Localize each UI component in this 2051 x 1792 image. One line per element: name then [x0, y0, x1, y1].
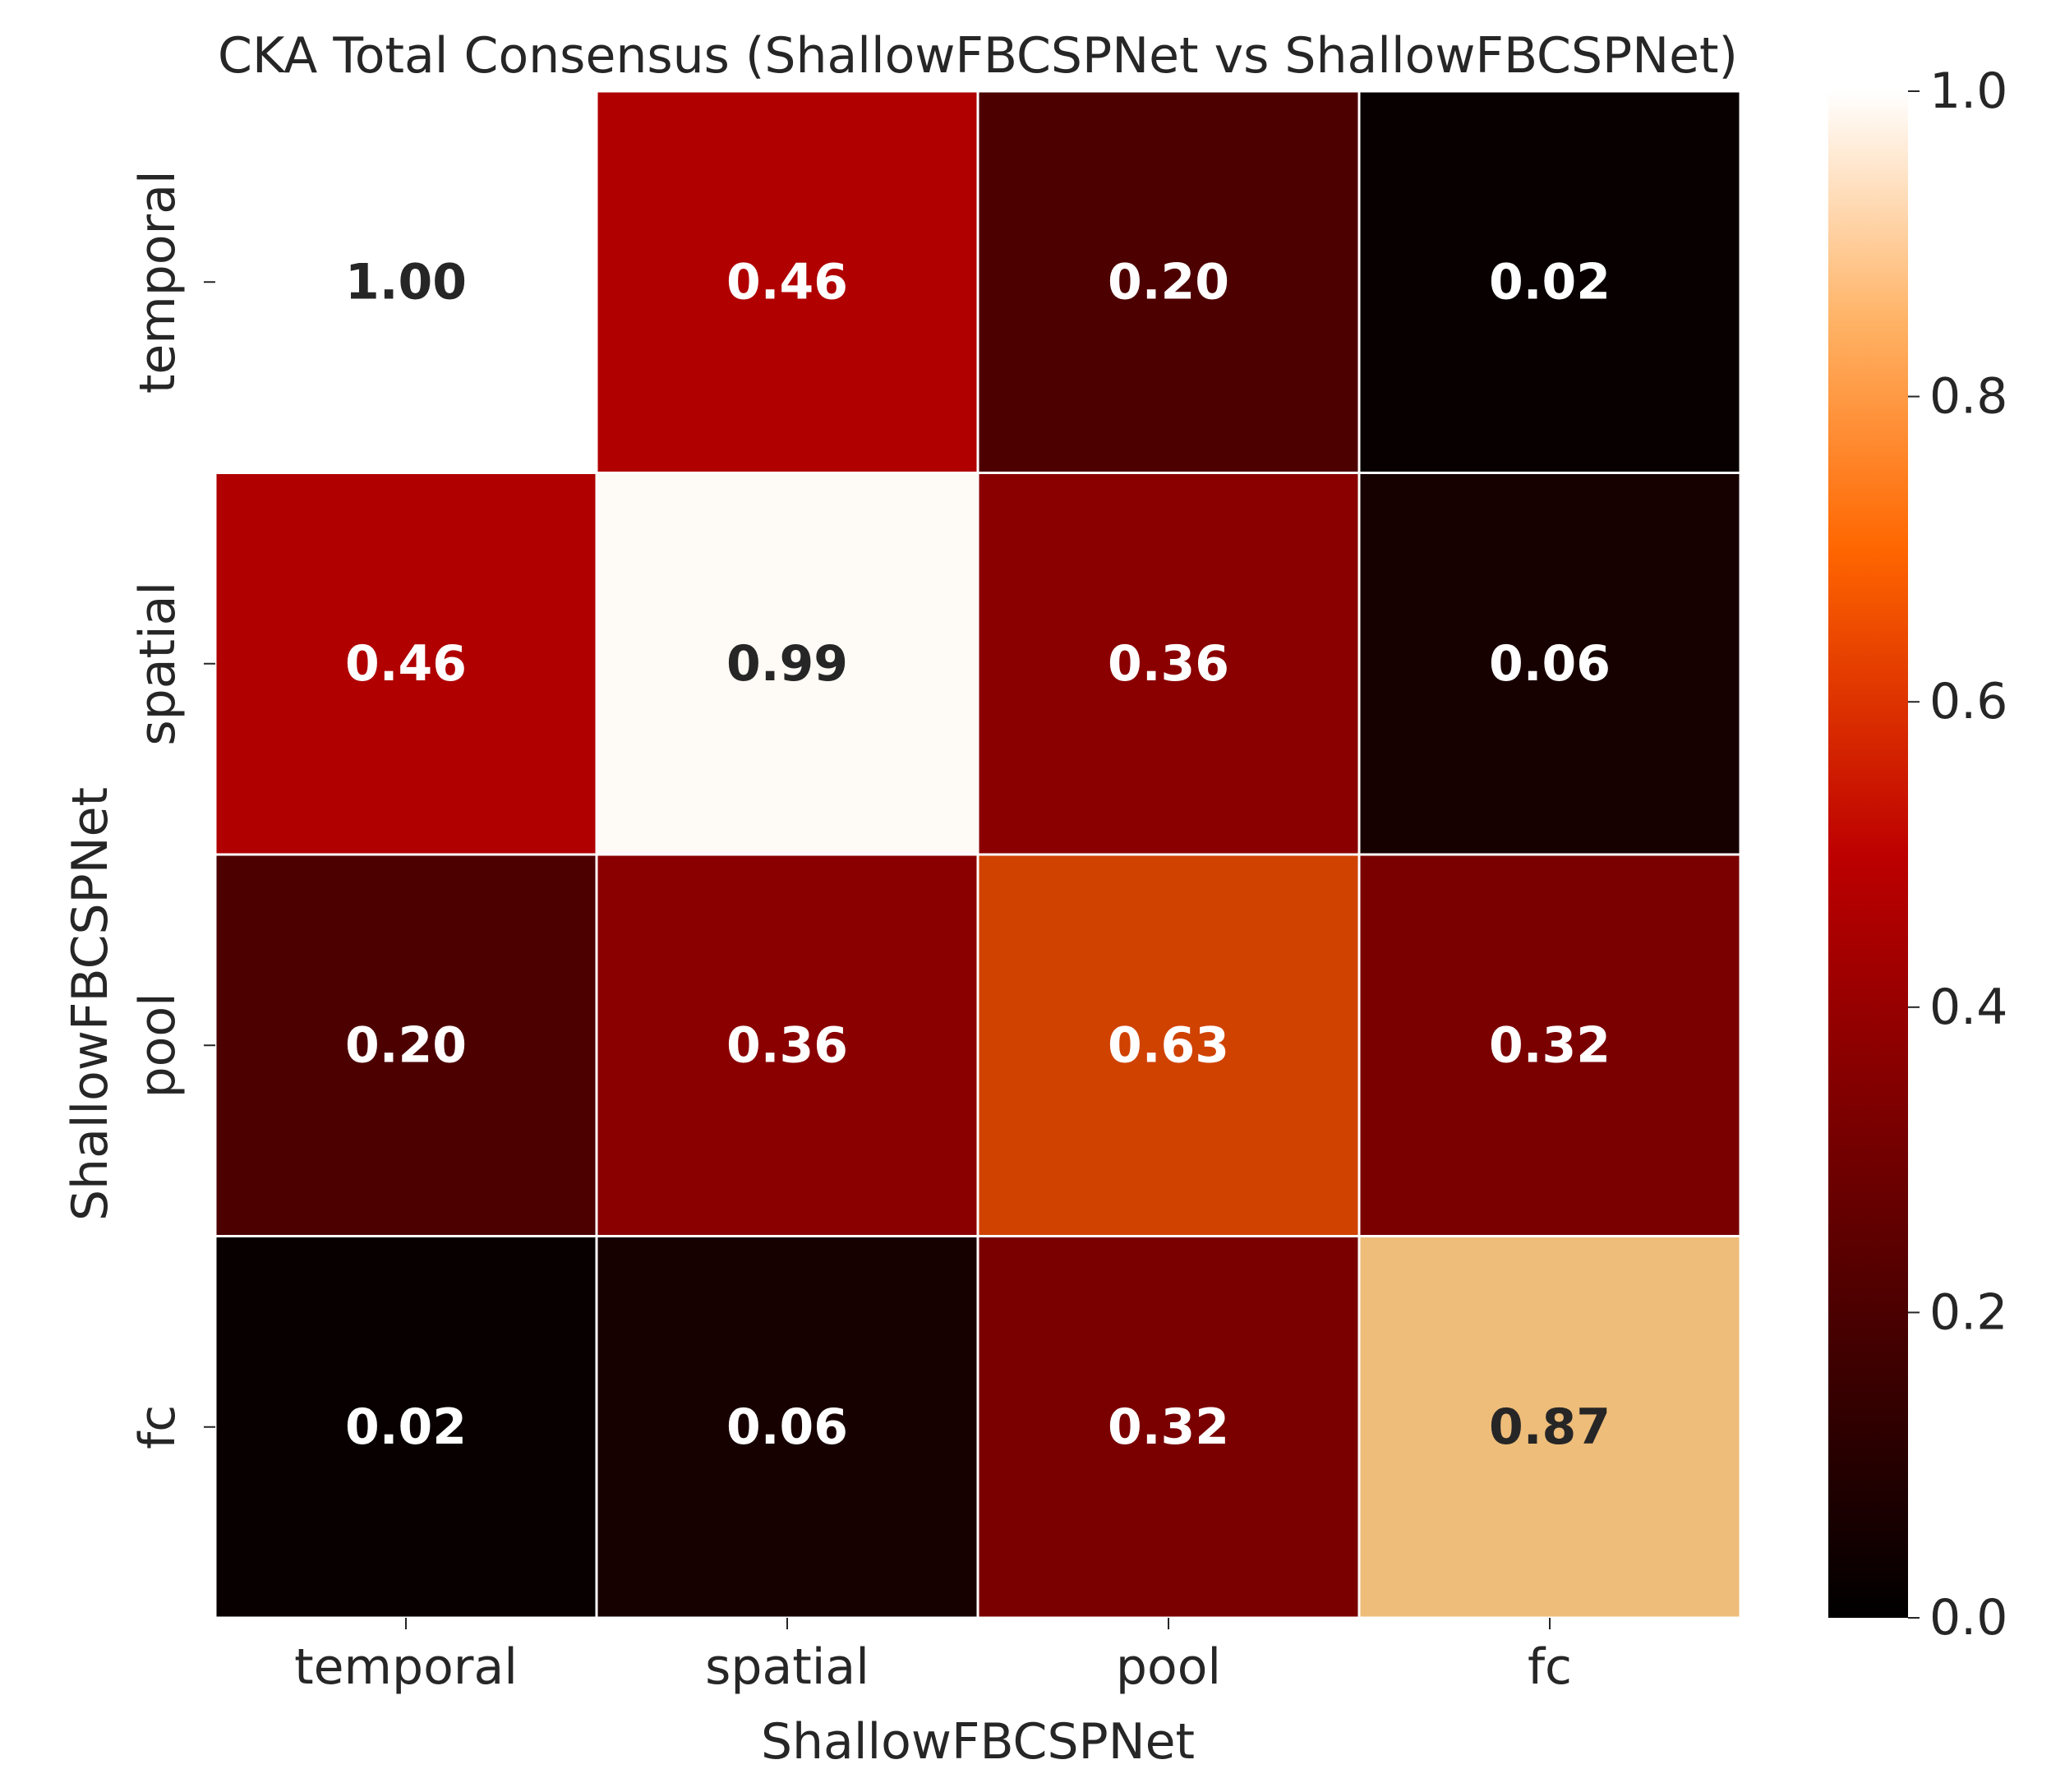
cell-value-label: 1.00: [345, 253, 467, 311]
x-tick-label-temporal: temporal: [294, 1638, 518, 1696]
heatmap-value-labels: 1.00 0.46 0.20 0.02 0.46 0.99 0.36 0.06 0.20 0.36…: [345, 253, 1611, 1456]
cell-value-label: 0.32: [1489, 1016, 1611, 1074]
cell-value-label: 0.63: [1108, 1016, 1229, 1074]
heatmap-cell-spatial-spatial: [595, 472, 979, 856]
x-tick-label-pool: pool: [1116, 1638, 1221, 1696]
heatmap-cell-fc-spatial: [595, 1235, 979, 1619]
cell-value-label: 0.02: [1489, 253, 1611, 311]
colorbar-tick-label: 0.6: [1929, 673, 2007, 730]
cell-value-label: 0.46: [726, 253, 848, 311]
colorbar-tick-label: 0.0: [1929, 1589, 2007, 1647]
heatmap-cell-fc-temporal: [214, 1235, 598, 1619]
x-axis-ticks: temporal spatial pool fc: [294, 1618, 1572, 1696]
cell-value-label: 0.06: [1489, 635, 1611, 693]
heatmap-cells: [214, 90, 1742, 1619]
heatmap-cell-fc-pool: [976, 1235, 1361, 1619]
cell-value-label: 0.20: [1108, 253, 1229, 311]
colorbar-ticks: 0.0 0.2 0.4 0.6 0.8 1.0: [1908, 62, 2007, 1647]
cell-value-label: 0.99: [726, 635, 848, 693]
cell-value-label: 0.06: [726, 1398, 848, 1456]
y-axis-label: ShallowFBCSPNet: [62, 787, 119, 1221]
heatmap-cell-temporal-temporal: [214, 90, 598, 474]
cell-value-label: 0.20: [345, 1016, 467, 1074]
colorbar-tick-label: 0.8: [1929, 368, 2007, 426]
colorbar-tick-label: 0.4: [1929, 979, 2007, 1036]
y-tick-label-spatial: spatial: [129, 582, 187, 746]
x-tick-label-fc: fc: [1528, 1638, 1572, 1696]
cell-value-label: 0.46: [345, 635, 467, 693]
cell-value-label: 0.36: [726, 1016, 848, 1074]
heatmap-cell-pool-spatial: [595, 853, 979, 1237]
x-axis-label: ShallowFBCSPNet: [761, 1713, 1195, 1771]
cell-value-label: 0.02: [345, 1398, 467, 1456]
x-tick-label-spatial: spatial: [705, 1638, 869, 1696]
heatmap-cell-temporal-spatial: [595, 90, 979, 474]
colorbar-tick-label: 1.0: [1929, 62, 2007, 120]
colorbar-tick-label: 0.2: [1929, 1283, 2007, 1341]
y-tick-label-fc: fc: [129, 1405, 187, 1449]
cell-value-label: 0.87: [1489, 1398, 1611, 1456]
chart-title: CKA Total Consensus (ShallowFBCSPNet vs …: [218, 27, 1738, 85]
heatmap-cell-spatial-temporal: [214, 472, 598, 856]
cell-value-label: 0.36: [1108, 635, 1229, 693]
heatmap-cell-pool-fc: [1357, 853, 1742, 1237]
heatmap-cell-spatial-pool: [976, 472, 1361, 856]
heatmap-cell-temporal-fc: [1357, 90, 1742, 474]
y-tick-label-temporal: temporal: [129, 170, 187, 394]
cell-value-label: 0.32: [1108, 1398, 1229, 1456]
y-tick-label-pool: pool: [129, 993, 187, 1098]
heatmap-cell-spatial-fc: [1357, 472, 1742, 856]
colorbar: [1828, 91, 1908, 1618]
heatmap-cell-temporal-pool: [976, 90, 1361, 474]
y-axis-ticks: temporal spatial pool fc: [129, 170, 215, 1449]
heatmap-cell-fc-fc: [1357, 1235, 1742, 1619]
